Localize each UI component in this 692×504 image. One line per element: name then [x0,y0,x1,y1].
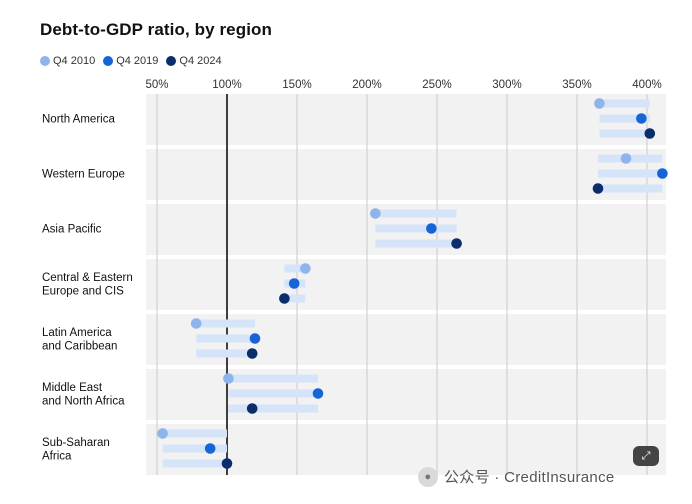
range-bar [599,114,650,123]
data-point-q4-2010 [594,98,605,109]
range-bar [228,374,318,383]
range-bar [228,404,318,413]
data-point-q4-2024 [279,293,290,304]
row-band [146,94,666,145]
watermark: ● 公众号 · CreditInsurance [418,466,615,487]
data-point-q4-2019 [312,388,324,399]
category-label: and North Africa [42,395,125,407]
x-tick-label: 250% [422,79,451,91]
data-point-q4-2010 [223,373,234,384]
expand-icon: ⤢ [641,449,651,462]
category-label: Latin America [42,327,112,339]
data-point-q4-2019 [204,443,216,454]
category-label: North America [42,114,115,126]
chart-title: Debt-to-GDP ratio, by region [40,20,272,39]
legend-item-2010[interactable]: Q4 2010 [40,55,95,67]
expand-button[interactable]: ⤢ [633,446,659,466]
legend-marker-2019 [103,56,114,66]
range-bar [162,459,227,468]
range-bar [196,334,255,343]
range-bar [598,184,663,193]
data-point-q4-2010 [157,428,168,439]
data-point-q4-2010 [300,263,311,274]
category-label: Sub-Saharan [42,437,110,449]
range-bar [598,169,663,178]
row-band [146,149,666,200]
data-point-q4-2019 [636,113,647,124]
category-label: and Caribbean [42,340,117,352]
range-bar [599,129,650,138]
legend-marker-2010 [40,56,50,66]
range-bar [196,319,255,328]
x-tick-label: 200% [352,79,381,91]
data-point-q4-2024 [451,238,462,249]
legend: Q4 2010 Q4 2019 Q4 2024 [40,55,222,67]
data-point-q4-2019 [288,278,300,289]
x-tick-label: 350% [562,79,591,91]
row-band [146,259,666,310]
legend-item-2019[interactable]: Q4 2019 [103,55,158,67]
legend-marker-2024 [166,56,177,66]
wechat-icon: ● [418,466,438,487]
category-label: Asia Pacific [42,224,102,236]
x-tick-label: 400% [632,79,661,91]
range-bar [196,349,255,358]
category-label: Europe and CIS [42,285,124,297]
data-point-q4-2019 [657,168,668,179]
data-point-q4-2024 [592,183,604,194]
range-bar [375,209,457,218]
x-tick-label: 100% [212,79,241,91]
range-bar [375,224,457,233]
data-point-q4-2024 [246,403,258,414]
category-label: Western Europe [42,169,125,181]
x-tick-label: 300% [492,79,521,91]
range-bar [162,429,227,438]
data-point-q4-2024 [221,458,233,469]
legend-label-2019: Q4 2019 [116,55,159,67]
data-point-q4-2019 [249,333,261,344]
range-bar [599,99,650,108]
x-tick-label: 50% [145,79,168,91]
x-tick-label: 150% [282,79,311,91]
category-label: Middle East [42,382,103,394]
data-point-q4-2010 [190,318,202,329]
range-bar [375,239,457,248]
range-bar [162,444,227,453]
watermark-text: 公众号 · CreditInsurance [444,469,615,486]
category-label: Africa [42,450,72,462]
legend-item-2024[interactable]: Q4 2024 [166,55,222,67]
legend-label-2024: Q4 2024 [179,55,222,67]
range-bar [284,294,306,303]
data-point-q4-2010 [370,208,381,219]
range-bar [228,389,318,398]
legend-label-2010: Q4 2010 [53,55,96,67]
data-point-q4-2019 [426,223,437,234]
category-label: Central & Eastern [42,272,133,284]
data-point-q4-2024 [246,348,258,359]
range-bar [284,264,306,273]
row-band [146,424,666,475]
data-point-q4-2010 [620,153,632,164]
data-point-q4-2024 [644,128,656,139]
